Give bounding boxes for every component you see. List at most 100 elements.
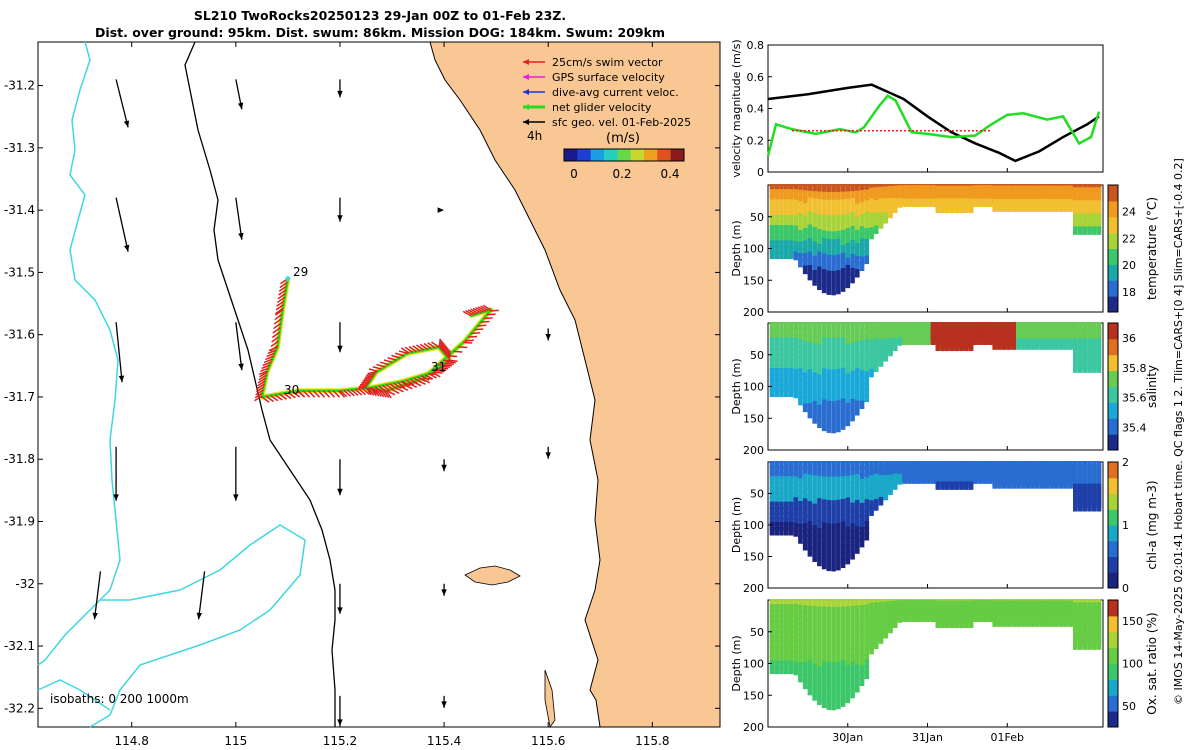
section-cell (826, 677, 832, 687)
section-cell (855, 670, 860, 680)
section-cell (793, 384, 798, 394)
section-cell (831, 614, 836, 624)
section-cell (812, 379, 817, 388)
section-cell (798, 379, 803, 389)
section-cell (774, 362, 780, 372)
section-cell (774, 655, 780, 664)
section-cell (783, 614, 789, 623)
section-cell (779, 337, 784, 346)
section-cell (783, 357, 789, 367)
section-cell (836, 546, 841, 555)
swim-vector (278, 289, 287, 296)
section-cell (802, 504, 808, 514)
section-cell (831, 369, 836, 378)
section-cell (831, 215, 836, 225)
colorbar-tick-label: 36 (1122, 332, 1136, 345)
section-cell (798, 345, 803, 354)
section-cell (855, 651, 860, 660)
track-start-marker (285, 276, 291, 282)
section-cell (1063, 341, 1069, 350)
section-cell (864, 255, 870, 265)
section-cell (1044, 341, 1050, 350)
section-cell (1025, 341, 1031, 350)
section-cell (812, 212, 817, 222)
swim-vector (441, 365, 451, 368)
swim-vector (385, 384, 395, 391)
section-cell (840, 660, 846, 669)
section-cell (783, 378, 789, 387)
section-cell (817, 367, 822, 376)
swim-vector (297, 390, 306, 398)
section-cell (902, 613, 907, 623)
day-label: 30 (284, 383, 299, 397)
swim-vector (274, 313, 283, 321)
section-cell (840, 551, 846, 561)
section-cell (850, 633, 855, 643)
section-cell (798, 373, 803, 383)
swim-vector (480, 305, 489, 312)
section-cell (831, 278, 836, 288)
section-cell (793, 210, 798, 219)
section-cell (798, 662, 803, 671)
section-cell (769, 199, 775, 208)
section-cell (859, 484, 865, 494)
section-cell (845, 388, 851, 397)
y-tick-label: -32.1 (4, 639, 35, 653)
section-cell (779, 240, 784, 249)
section-cell (788, 240, 794, 249)
section-cell (836, 254, 841, 263)
section-cell (812, 627, 817, 637)
colorbar-tick-label: 35.8 (1122, 362, 1147, 375)
section-cell (831, 223, 836, 233)
section-cell (826, 377, 832, 386)
section-cell (798, 472, 803, 481)
section-cell (817, 352, 822, 361)
section-cell (783, 650, 789, 659)
section-cell (826, 476, 832, 486)
section-cell (864, 621, 870, 630)
section-cell (840, 506, 846, 515)
swim-vector (393, 382, 402, 389)
section-cell (1063, 203, 1069, 212)
section-cell (793, 661, 798, 671)
section-cell (788, 352, 794, 362)
section-cell (798, 500, 803, 510)
geo-arrow-head (123, 120, 130, 128)
section-cell (840, 406, 846, 415)
section-cell (954, 619, 960, 629)
section-cell (821, 668, 827, 678)
section-cell (855, 664, 860, 673)
section-cell (793, 625, 798, 634)
section-cell (779, 347, 784, 357)
section-cell (779, 461, 784, 470)
section-cell (769, 204, 775, 213)
section-cell (774, 645, 780, 654)
section-cell (826, 492, 832, 501)
section-cell (850, 647, 855, 657)
section-cell (807, 211, 813, 220)
swim-vector (482, 304, 492, 311)
section-cell (821, 560, 827, 570)
section-cell (807, 403, 813, 412)
section-cell (783, 368, 789, 377)
section-cell (793, 656, 798, 665)
section-cell (864, 239, 870, 248)
section-cell (802, 347, 808, 356)
swim-vector (438, 338, 441, 348)
section-cell (826, 599, 832, 608)
section-cell (836, 461, 841, 470)
section-cell (959, 481, 964, 490)
section-cell (821, 622, 827, 631)
section-cell (1039, 618, 1045, 627)
section-cell (1096, 503, 1102, 512)
swim-vector (254, 392, 264, 399)
geo-velocity-arrows (92, 79, 551, 726)
swim-vector (447, 349, 450, 359)
section-cell (769, 476, 775, 485)
colorbar-frame (1107, 184, 1119, 313)
legend-label: GPS surface velocity (552, 71, 665, 84)
legend-label: 25cm/s swim vector (552, 56, 663, 69)
swim-vector (453, 350, 463, 353)
swim-vector (403, 384, 413, 390)
